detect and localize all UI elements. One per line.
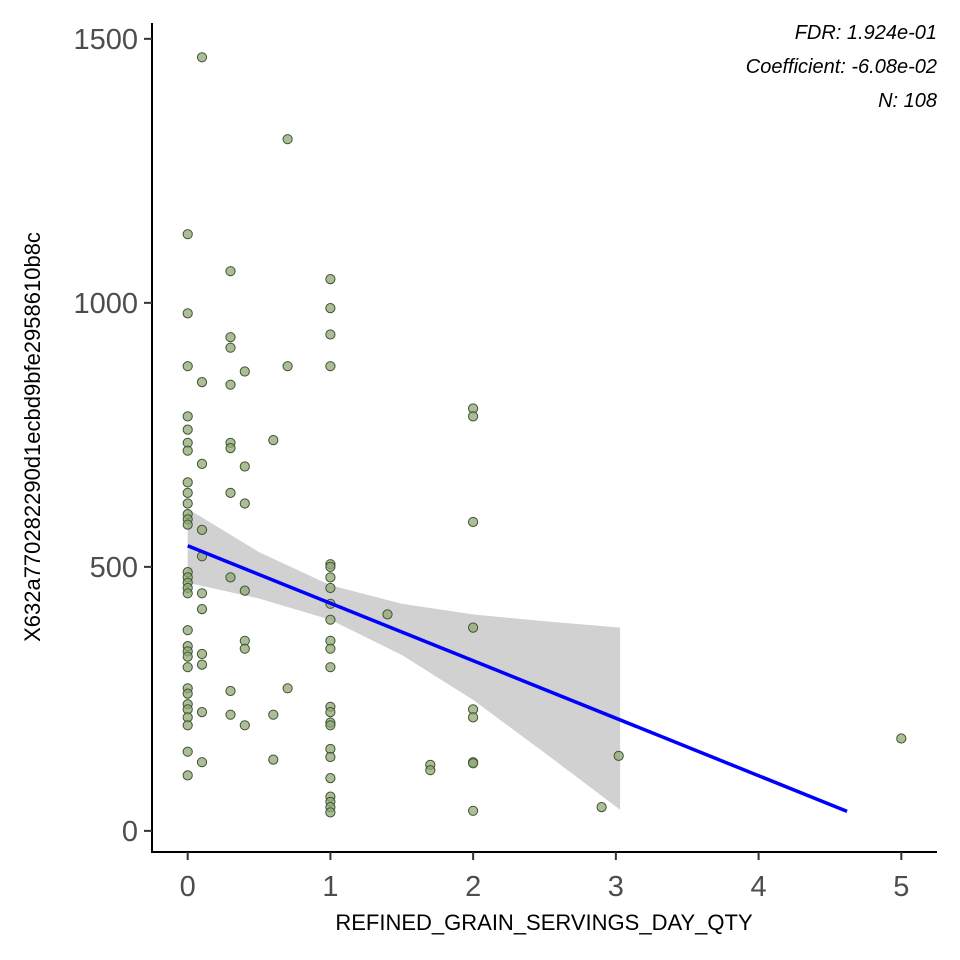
data-point	[196, 458, 208, 469]
data-point	[196, 648, 208, 660]
y-tick-label: 1500	[73, 24, 138, 56]
data-point	[196, 707, 208, 718]
data-point	[325, 807, 336, 818]
data-point	[325, 707, 336, 718]
data-point	[239, 643, 250, 654]
data-point	[182, 588, 193, 599]
confidence-band-layer	[187, 508, 621, 810]
data-point	[239, 585, 250, 596]
x-tick-label: 3	[608, 871, 624, 903]
x-tick-label: 5	[893, 871, 909, 903]
data-point	[268, 435, 279, 446]
data-point	[468, 622, 479, 633]
data-point	[282, 361, 293, 372]
confidence-band	[187, 508, 621, 810]
data-point	[468, 758, 479, 769]
data-point	[225, 685, 236, 697]
data-point	[325, 572, 336, 583]
data-point	[182, 746, 193, 757]
data-point	[182, 662, 193, 673]
data-point	[239, 498, 250, 509]
data-point	[325, 561, 336, 573]
x-tick-label: 4	[751, 871, 767, 903]
data-point	[282, 683, 293, 694]
data-point	[182, 229, 193, 240]
data-point	[268, 754, 279, 765]
data-point	[325, 643, 336, 654]
data-point	[182, 498, 193, 509]
fit-line-layer	[187, 544, 848, 813]
data-point	[325, 720, 336, 731]
data-point	[182, 445, 193, 456]
data-point	[225, 379, 236, 390]
data-point	[182, 361, 193, 372]
data-point	[613, 750, 624, 762]
data-point	[239, 366, 250, 377]
data-point	[182, 651, 193, 662]
data-point	[325, 274, 336, 285]
data-point	[182, 424, 193, 435]
regression-line	[187, 544, 848, 813]
data-point	[325, 361, 336, 372]
data-point	[325, 303, 336, 314]
data-point	[225, 443, 236, 454]
data-point	[182, 411, 193, 422]
data-point	[382, 609, 393, 620]
y-axis-title: X632a770282290d1ecbd9bfe2958610b8c	[20, 232, 45, 642]
data-point	[182, 308, 193, 319]
x-ticks: 0 1 2 3 4 5	[180, 852, 909, 903]
data-point	[468, 411, 479, 422]
data-point	[196, 659, 208, 670]
x-tick-label: 1	[322, 871, 338, 903]
x-tick-label: 2	[465, 871, 481, 903]
data-point	[596, 802, 607, 813]
data-point	[325, 773, 336, 784]
data-point	[468, 712, 479, 723]
data-point	[196, 588, 208, 599]
data-point	[225, 572, 236, 583]
data-point	[325, 582, 336, 594]
data-point	[225, 487, 236, 498]
points-layer	[182, 52, 907, 818]
data-point	[182, 720, 193, 731]
data-point	[239, 461, 250, 472]
data-point	[182, 625, 193, 636]
data-point	[239, 720, 250, 731]
data-point	[896, 733, 907, 744]
data-point	[468, 516, 479, 528]
data-point	[225, 709, 236, 720]
data-point	[182, 770, 193, 781]
data-point	[182, 519, 193, 530]
data-point	[325, 614, 336, 625]
data-point	[225, 332, 236, 343]
data-point	[196, 52, 208, 63]
data-point	[225, 342, 236, 353]
data-point	[196, 377, 208, 388]
data-point	[182, 477, 193, 488]
data-point	[182, 487, 193, 498]
data-point	[196, 757, 208, 768]
x-tick-label: 0	[180, 871, 196, 903]
data-point	[325, 751, 336, 763]
data-point	[425, 765, 436, 776]
data-point	[182, 688, 193, 699]
data-point	[196, 524, 208, 536]
annotation-n: N: 108	[878, 90, 937, 112]
data-point	[282, 134, 293, 145]
data-point	[325, 662, 336, 673]
axes-layer	[151, 23, 937, 853]
data-point	[196, 604, 208, 615]
y-tick-label: 0	[122, 816, 138, 848]
y-ticks: 0 500 1000 1500	[73, 24, 152, 848]
data-point	[468, 805, 479, 816]
annotation-fdr: FDR: 1.924e-01	[795, 22, 937, 44]
y-tick-label: 1000	[73, 288, 138, 320]
data-point	[325, 329, 336, 340]
data-point	[268, 709, 279, 720]
data-point	[225, 266, 236, 277]
annotation-coefficient: Coefficient: -6.08e-02	[746, 56, 937, 78]
y-tick-label: 500	[90, 552, 138, 584]
x-axis-title: REFINED_GRAIN_SERVINGS_DAY_QTY	[335, 910, 753, 935]
